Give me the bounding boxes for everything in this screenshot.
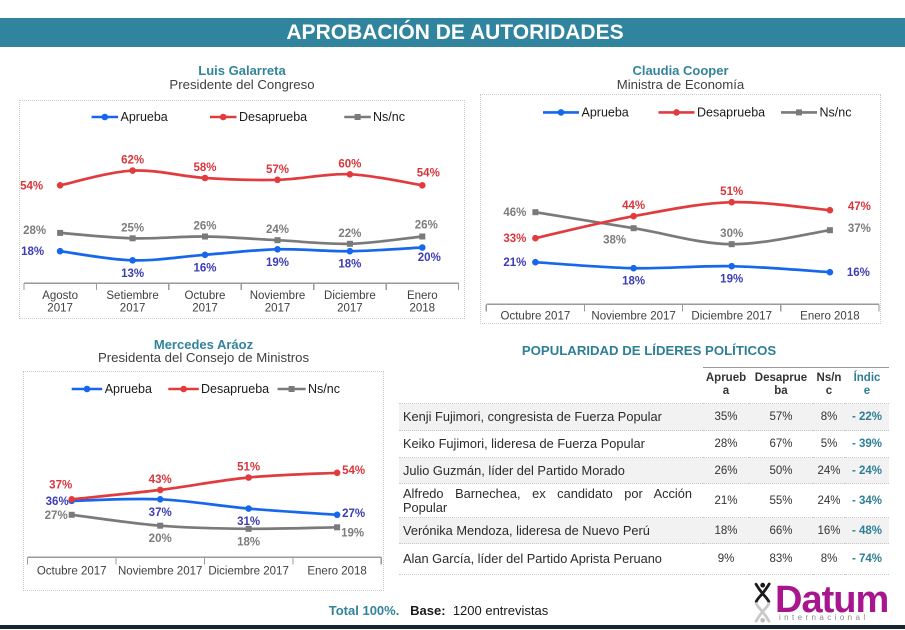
svg-text:54%: 54%: [417, 167, 440, 179]
svg-text:37%: 37%: [149, 507, 172, 519]
svg-text:Noviembre: Noviembre: [250, 290, 306, 302]
svg-text:21%: 21%: [503, 257, 526, 269]
svg-text:19%: 19%: [720, 274, 743, 286]
svg-text:20%: 20%: [418, 252, 441, 264]
svg-text:Ns/nc: Ns/nc: [373, 110, 405, 124]
svg-text:2017: 2017: [192, 303, 218, 315]
svg-text:Noviembre 2017: Noviembre 2017: [591, 311, 675, 323]
svg-text:24%: 24%: [266, 224, 289, 236]
svg-text:2017: 2017: [47, 303, 73, 315]
svg-text:Aprueba: Aprueba: [582, 105, 629, 119]
svg-text:28%: 28%: [23, 225, 46, 237]
svg-text:51%: 51%: [237, 462, 260, 474]
svg-text:18%: 18%: [338, 259, 361, 271]
svg-text:Octubre 2017: Octubre 2017: [37, 566, 107, 578]
svg-text:26%: 26%: [415, 220, 438, 232]
svg-text:2017: 2017: [337, 303, 363, 315]
svg-text:33%: 33%: [503, 233, 526, 245]
svg-text:Ns/nc: Ns/nc: [820, 105, 852, 119]
svg-text:22%: 22%: [338, 228, 361, 240]
svg-text:31%: 31%: [237, 516, 260, 528]
svg-text:2017: 2017: [265, 303, 291, 315]
svg-text:51%: 51%: [720, 186, 743, 198]
svg-text:2017: 2017: [120, 303, 146, 315]
svg-text:30%: 30%: [720, 228, 743, 240]
svg-text:Desaprueba: Desaprueba: [697, 105, 765, 119]
svg-text:19%: 19%: [341, 527, 364, 539]
svg-text:62%: 62%: [121, 155, 144, 167]
svg-text:37%: 37%: [848, 223, 871, 235]
svg-text:Diciembre 2017: Diciembre 2017: [208, 566, 289, 578]
svg-text:43%: 43%: [149, 474, 172, 486]
svg-text:Desaprueba: Desaprueba: [239, 110, 307, 124]
svg-text:13%: 13%: [121, 268, 144, 280]
svg-text:18%: 18%: [237, 536, 260, 548]
svg-text:36%: 36%: [46, 496, 69, 508]
svg-text:54%: 54%: [342, 465, 365, 477]
svg-text:Enero 2018: Enero 2018: [800, 311, 859, 323]
svg-text:46%: 46%: [503, 207, 526, 219]
svg-text:2018: 2018: [410, 303, 436, 315]
svg-text:60%: 60%: [338, 158, 361, 170]
svg-text:20%: 20%: [149, 533, 172, 545]
svg-text:Setiembre: Setiembre: [106, 290, 158, 302]
svg-text:19%: 19%: [266, 257, 289, 269]
svg-text:27%: 27%: [45, 510, 68, 522]
svg-text:Desaprueba: Desaprueba: [201, 382, 269, 396]
svg-text:25%: 25%: [121, 222, 144, 234]
svg-text:Ns/nc: Ns/nc: [308, 382, 340, 396]
svg-text:Agosto: Agosto: [42, 290, 78, 302]
svg-text:Octubre 2017: Octubre 2017: [501, 311, 571, 323]
svg-text:44%: 44%: [622, 200, 645, 212]
svg-text:27%: 27%: [342, 508, 365, 520]
svg-text:54%: 54%: [20, 180, 43, 192]
svg-text:Aprueba: Aprueba: [121, 110, 168, 124]
svg-text:58%: 58%: [193, 162, 216, 174]
svg-text:Diciembre: Diciembre: [324, 290, 376, 302]
svg-text:16%: 16%: [847, 267, 870, 279]
svg-text:Octubre: Octubre: [185, 290, 226, 302]
svg-text:18%: 18%: [21, 246, 44, 258]
svg-text:18%: 18%: [622, 276, 645, 288]
svg-text:57%: 57%: [266, 164, 289, 176]
svg-text:38%: 38%: [603, 235, 626, 247]
svg-text:16%: 16%: [193, 262, 216, 274]
svg-text:26%: 26%: [193, 221, 216, 233]
svg-text:47%: 47%: [848, 201, 871, 213]
svg-text:Diciembre 2017: Diciembre 2017: [691, 311, 772, 323]
svg-text:Enero: Enero: [407, 290, 438, 302]
svg-text:37%: 37%: [49, 479, 72, 491]
svg-text:Aprueba: Aprueba: [105, 382, 152, 396]
svg-text:Enero 2018: Enero 2018: [307, 566, 366, 578]
svg-text:Noviembre 2017: Noviembre 2017: [118, 566, 202, 578]
